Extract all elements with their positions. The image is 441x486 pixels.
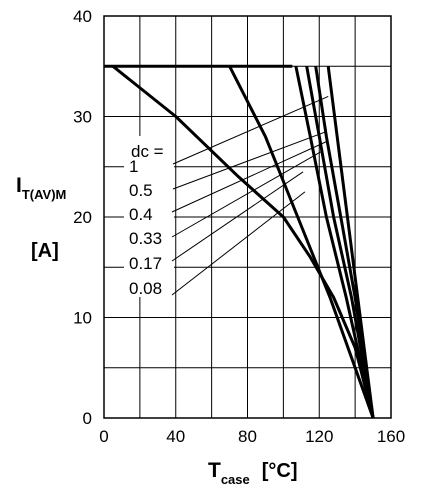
legend-label-dc-0_33: 0.33 [129,229,162,248]
y-tick-label-20: 20 [73,208,92,227]
series-line-dc-0_17 [228,65,375,419]
svg-text:Tcase[°C]: Tcase [°C] [208,459,298,486]
svg-text:IT(AV)M: IT(AV)M [16,174,66,202]
x-axis-title-main: T [208,459,221,482]
y-axis-unit: [A] [31,240,59,262]
legend-label-dc-1: 1 [129,157,138,176]
legend-label-dc-0_4: 0.4 [129,205,153,224]
y-tick-label-10: 10 [73,309,92,328]
x-axis-unit: [°C] [262,460,298,482]
series-line-dc-0_4 [305,66,375,419]
x-tick-label-80: 80 [238,427,257,446]
x-tick-label-40: 40 [166,427,185,446]
legend-leader-dc-1 [172,95,329,165]
legend: dc =1 0.5 0.4 0.33 0.17 0.08 [129,142,164,298]
legend-leader-dc-0_17 [171,171,304,262]
y-axis-title: IT(AV)M [A] [16,174,66,262]
legend-leader-dc-0_33 [171,151,322,238]
x-tick-label-160: 160 [377,427,405,446]
legend-label-dc-0_17: 0.17 [129,254,162,273]
series-line-dc-0_33 [294,65,375,419]
legend-leader-lines [171,95,329,296]
legend-background [124,136,174,297]
x-tick-label-0: 0 [99,427,108,446]
y-axis-title-sub: T(AV)M [22,187,67,202]
legend-leader-dc-0_4 [171,141,327,213]
series-line-dc-0_5 [314,66,375,419]
series-line-dc-0_08 [112,65,375,419]
y-tick-label-30: 30 [73,108,92,127]
legend-leader-dc-0_08 [171,191,306,296]
legend-title: dc = [131,142,164,161]
x-tick-label-120: 120 [305,427,333,446]
legend-leader-dc-0_5 [172,131,327,190]
legend-label-dc-0_5: 0.5 [129,181,153,200]
y-axis-title-main: I [16,174,22,197]
legend-box [124,136,174,297]
plot-frame [103,15,392,419]
x-axis-title: Tcase [°C] [208,459,298,486]
x-axis-title-sub: case [221,472,250,486]
curves [104,64,375,419]
legend-label-dc-0_08: 0.08 [129,279,162,298]
y-tick-label-40: 40 [73,7,92,26]
tick-labels: 0 40 80 120 160 0 10 20 30 40 [73,7,405,446]
y-tick-label-0: 0 [83,409,92,428]
